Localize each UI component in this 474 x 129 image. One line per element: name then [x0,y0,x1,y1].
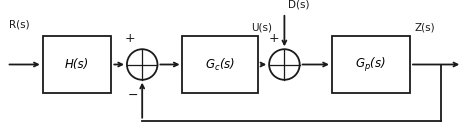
Text: Z(s): Z(s) [415,22,436,32]
Ellipse shape [127,49,157,80]
Bar [332,36,410,93]
Text: +: + [125,32,136,45]
Text: G$_c$(s): G$_c$(s) [205,57,236,72]
Text: R(s): R(s) [9,20,30,30]
Text: −: − [128,89,138,102]
Text: D(s): D(s) [288,0,309,9]
Ellipse shape [269,49,300,80]
Text: H(s): H(s) [65,58,89,71]
Text: +: + [268,32,279,45]
Bar [43,36,111,93]
Text: U(s): U(s) [251,22,272,32]
Bar [182,36,258,93]
Text: G$_p$(s): G$_p$(s) [356,55,386,74]
